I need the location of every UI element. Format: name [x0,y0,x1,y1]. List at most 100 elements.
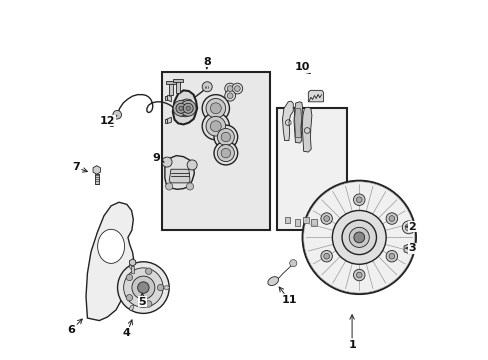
Polygon shape [172,90,197,125]
Bar [95,174,99,184]
Polygon shape [166,95,171,102]
Circle shape [202,113,229,140]
Circle shape [173,100,188,116]
Circle shape [132,276,155,299]
Polygon shape [294,108,301,138]
Circle shape [221,148,230,158]
Circle shape [126,294,132,301]
Polygon shape [294,220,300,226]
Bar [276,108,346,230]
Circle shape [186,183,193,190]
Ellipse shape [267,277,278,285]
Circle shape [137,282,149,293]
Bar [165,81,176,84]
Circle shape [323,253,329,259]
Text: 1: 1 [347,315,355,350]
Circle shape [165,183,172,190]
Circle shape [183,103,193,113]
Bar [168,82,173,95]
Circle shape [386,251,397,262]
Polygon shape [308,90,323,102]
Circle shape [205,116,225,136]
Polygon shape [284,217,290,224]
Circle shape [210,121,221,132]
Ellipse shape [98,229,124,264]
Text: 2: 2 [405,222,415,231]
Polygon shape [169,169,190,183]
Bar [162,72,269,230]
Circle shape [234,86,240,91]
Polygon shape [86,202,134,320]
Text: 6: 6 [67,319,82,335]
Polygon shape [403,244,414,254]
Bar [176,80,180,93]
Circle shape [113,111,121,119]
Bar [164,119,167,123]
Text: 8: 8 [203,57,210,69]
Circle shape [302,181,415,294]
Polygon shape [177,99,194,117]
Text: 3: 3 [405,243,415,253]
Polygon shape [164,156,194,189]
Circle shape [145,268,152,274]
Circle shape [332,211,386,264]
Circle shape [162,157,172,167]
Text: 10: 10 [294,62,309,74]
Circle shape [224,83,235,94]
Circle shape [386,213,397,224]
Circle shape [126,274,132,281]
Circle shape [348,227,368,247]
Circle shape [231,83,242,94]
Circle shape [176,103,185,113]
Circle shape [202,95,229,122]
Circle shape [388,216,394,221]
Circle shape [388,253,394,259]
Ellipse shape [129,305,134,310]
Ellipse shape [163,286,169,289]
Circle shape [157,284,163,291]
Text: 7: 7 [72,162,87,172]
Bar [164,96,167,100]
Circle shape [353,269,364,281]
Polygon shape [303,217,308,224]
Circle shape [356,272,362,278]
Circle shape [227,86,233,91]
Circle shape [356,197,362,203]
Circle shape [221,132,230,142]
Circle shape [227,93,233,99]
Circle shape [217,145,234,162]
Circle shape [117,262,169,314]
Ellipse shape [129,265,134,270]
Polygon shape [166,117,171,123]
Polygon shape [129,259,136,266]
Circle shape [341,220,376,255]
Text: 11: 11 [279,287,297,305]
Circle shape [179,106,183,111]
Circle shape [202,82,212,92]
Text: 9: 9 [152,153,163,163]
Circle shape [217,129,234,145]
Text: 5: 5 [138,293,146,307]
Circle shape [402,221,414,234]
Polygon shape [93,166,100,174]
Bar [131,266,134,273]
Circle shape [353,232,364,243]
Polygon shape [302,107,311,152]
Circle shape [214,141,237,165]
Circle shape [224,90,235,101]
Circle shape [210,103,221,114]
Circle shape [320,251,332,262]
Circle shape [214,125,237,149]
Circle shape [123,268,163,307]
Text: 4: 4 [122,320,132,338]
Circle shape [187,160,197,170]
Circle shape [289,260,296,267]
Circle shape [145,301,152,307]
Polygon shape [282,101,293,140]
Polygon shape [293,102,302,143]
Circle shape [320,213,332,224]
Circle shape [108,120,115,127]
Circle shape [185,106,190,111]
Circle shape [353,194,364,206]
Circle shape [205,99,225,118]
